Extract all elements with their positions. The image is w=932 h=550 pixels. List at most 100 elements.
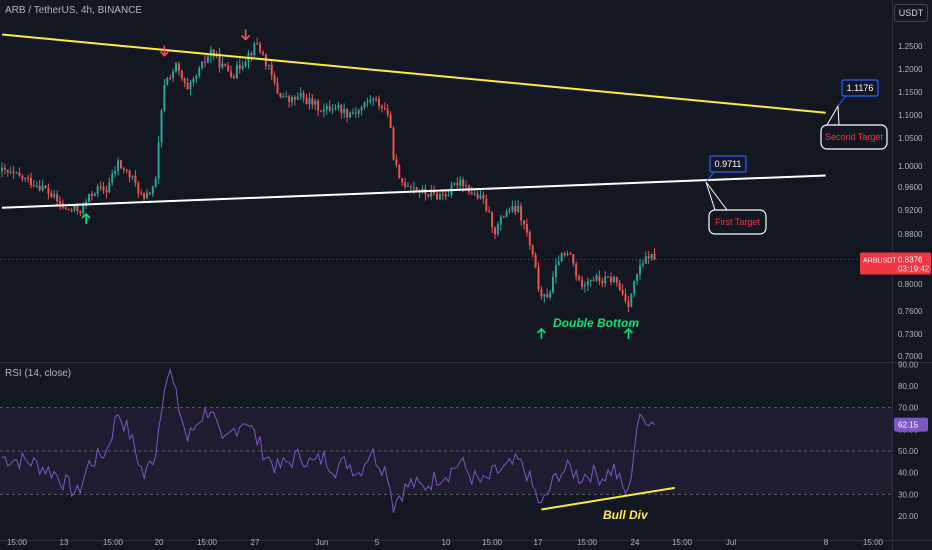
candle-body bbox=[433, 190, 436, 194]
candle-body bbox=[572, 254, 575, 264]
candle bbox=[151, 185, 154, 198]
candle-body bbox=[230, 71, 233, 77]
candle bbox=[386, 104, 389, 118]
candle bbox=[119, 159, 122, 170]
candle-body bbox=[537, 267, 540, 290]
candle bbox=[650, 253, 653, 262]
candle bbox=[273, 71, 276, 86]
candle-body bbox=[114, 170, 117, 174]
candle-body bbox=[534, 254, 537, 268]
candle-body bbox=[325, 106, 328, 110]
candle-body bbox=[3, 167, 6, 170]
axes: 1.2500 1.2000 1.1500 1.1000 1.0500 1.0000 0.96… bbox=[0, 42, 931, 547]
candle-body bbox=[427, 194, 430, 197]
candle bbox=[546, 288, 549, 298]
candle bbox=[337, 101, 340, 111]
candle-body bbox=[56, 194, 59, 202]
candle-body bbox=[525, 223, 528, 233]
candle-body bbox=[360, 107, 363, 111]
candle bbox=[238, 58, 241, 74]
arrow-head bbox=[81, 212, 91, 219]
candle bbox=[282, 92, 285, 98]
candle-body bbox=[557, 261, 560, 265]
time-tick-label: 15:00 bbox=[577, 538, 598, 547]
candle bbox=[627, 295, 630, 313]
candle-body bbox=[583, 285, 586, 287]
candle-body bbox=[233, 76, 235, 78]
candle-body bbox=[105, 190, 108, 193]
candle bbox=[177, 61, 180, 76]
candle bbox=[554, 258, 557, 284]
rsi-tick-label: 50.00 bbox=[898, 447, 919, 456]
candle-body bbox=[299, 93, 302, 97]
candle-body bbox=[317, 100, 320, 111]
candle-body bbox=[204, 61, 206, 63]
candle bbox=[482, 191, 485, 204]
candle bbox=[575, 261, 578, 281]
candle-body bbox=[96, 186, 99, 194]
candle bbox=[404, 177, 407, 190]
arrow-head bbox=[159, 51, 169, 57]
candle bbox=[401, 177, 404, 186]
price-candles bbox=[1, 37, 656, 313]
candle-body bbox=[119, 160, 122, 169]
current-price-badge bbox=[860, 252, 931, 275]
candle-body bbox=[447, 195, 450, 197]
candle bbox=[79, 210, 82, 217]
candle bbox=[227, 62, 230, 73]
candle bbox=[531, 244, 534, 258]
candle bbox=[189, 79, 192, 95]
candle-body bbox=[35, 185, 38, 187]
candle bbox=[131, 175, 134, 181]
candle-body bbox=[441, 194, 444, 196]
candle bbox=[38, 179, 41, 192]
candle-body bbox=[296, 96, 299, 100]
candle-body bbox=[462, 179, 465, 186]
candle bbox=[108, 177, 111, 194]
second-target-label-box bbox=[820, 124, 888, 150]
currency-button[interactable]: USDT bbox=[894, 4, 928, 22]
candle-body bbox=[366, 101, 369, 103]
candle bbox=[465, 180, 467, 189]
lower-trendline-line bbox=[1, 174, 826, 209]
arrow-up-icon bbox=[536, 327, 546, 339]
candle-body bbox=[108, 182, 111, 193]
candle-body bbox=[279, 93, 282, 98]
candle-body bbox=[50, 193, 53, 197]
candle-body bbox=[270, 64, 273, 76]
candle bbox=[166, 76, 169, 86]
candle bbox=[143, 192, 146, 203]
candle bbox=[630, 293, 633, 308]
candle-body bbox=[511, 205, 514, 211]
candle-body bbox=[438, 194, 441, 200]
candle bbox=[299, 87, 302, 100]
candle-body bbox=[12, 171, 15, 173]
time-tick-label: 24 bbox=[631, 538, 640, 547]
candle bbox=[543, 293, 546, 303]
candle-body bbox=[409, 186, 412, 188]
candle-body bbox=[378, 99, 380, 107]
rsi-value-badge bbox=[894, 417, 928, 432]
candle-body bbox=[267, 64, 270, 67]
candle-body bbox=[151, 186, 154, 194]
second-target-value-box bbox=[841, 79, 879, 97]
candle bbox=[308, 92, 311, 110]
candle-body bbox=[140, 193, 143, 195]
candle bbox=[114, 165, 117, 178]
candle bbox=[325, 103, 328, 115]
candle-body bbox=[520, 205, 523, 221]
candle bbox=[534, 252, 537, 269]
candle-body bbox=[505, 211, 508, 218]
candle bbox=[508, 207, 511, 214]
candle-body bbox=[291, 97, 293, 102]
candle bbox=[183, 77, 186, 88]
candle bbox=[537, 262, 540, 293]
candle-body bbox=[618, 282, 621, 290]
candle-body bbox=[334, 107, 337, 110]
second-target-pointer bbox=[826, 104, 840, 126]
candle bbox=[1, 162, 3, 178]
candle-body bbox=[398, 165, 401, 179]
candle-body bbox=[337, 105, 340, 108]
candle-body bbox=[44, 185, 47, 189]
